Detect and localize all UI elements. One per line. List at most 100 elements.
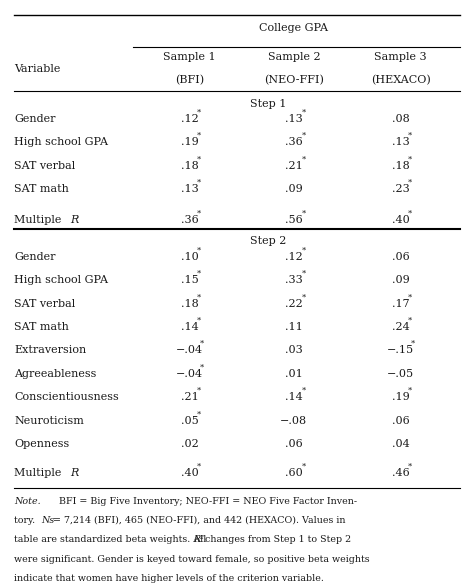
Text: tory.: tory. [14, 516, 38, 525]
Text: .05: .05 [181, 415, 199, 426]
Text: *: * [197, 410, 201, 418]
Text: R: R [70, 214, 78, 225]
Text: College GPA: College GPA [259, 23, 328, 33]
Text: *: * [301, 246, 306, 254]
Text: *: * [408, 132, 412, 140]
Text: *: * [197, 316, 201, 325]
Text: .19: .19 [392, 392, 410, 403]
Text: .02: .02 [181, 439, 199, 449]
Text: R²: R² [193, 535, 204, 544]
Text: Openness: Openness [14, 439, 70, 449]
Text: .22: .22 [285, 298, 303, 309]
Text: Sample 3: Sample 3 [374, 52, 427, 62]
Text: *: * [408, 293, 412, 301]
Text: *: * [200, 340, 204, 348]
Text: = 7,214 (BFI), 465 (NEO-FFI), and 442 (HEXACO). Values in: = 7,214 (BFI), 465 (NEO-FFI), and 442 (H… [50, 516, 346, 525]
Text: (HEXACO): (HEXACO) [371, 76, 430, 86]
Text: *: * [301, 132, 306, 140]
Text: .01: .01 [285, 369, 303, 379]
Text: Gender: Gender [14, 251, 56, 262]
Text: *: * [301, 387, 306, 395]
Text: Sample 2: Sample 2 [267, 52, 320, 62]
Text: *: * [408, 209, 412, 217]
Text: High school GPA: High school GPA [14, 275, 108, 285]
Text: *: * [197, 293, 201, 301]
Text: .14: .14 [181, 322, 199, 332]
Text: (NEO-FFI): (NEO-FFI) [264, 76, 324, 86]
Text: table are standardized beta weights. All: table are standardized beta weights. All [14, 535, 210, 544]
Text: (BFI): (BFI) [175, 76, 204, 86]
Text: .23: .23 [392, 184, 410, 195]
Text: *: * [200, 363, 204, 372]
Text: .60: .60 [285, 468, 303, 479]
Text: Gender: Gender [14, 114, 56, 124]
Text: *: * [408, 316, 412, 325]
Text: *: * [197, 209, 201, 217]
Text: −.08: −.08 [280, 415, 308, 426]
Text: .10: .10 [181, 251, 199, 262]
Text: Ns: Ns [41, 516, 55, 525]
Text: .06: .06 [285, 439, 303, 449]
Text: *: * [197, 387, 201, 395]
Text: .46: .46 [392, 468, 410, 479]
Text: .36: .36 [285, 137, 303, 148]
Text: SAT math: SAT math [14, 184, 69, 195]
Text: High school GPA: High school GPA [14, 137, 108, 148]
Text: Variable: Variable [14, 64, 61, 74]
Text: .12: .12 [285, 251, 303, 262]
Text: .12: .12 [181, 114, 199, 124]
Text: .19: .19 [181, 137, 199, 148]
Text: R: R [70, 468, 78, 479]
Text: were significant. Gender is keyed toward female, so positive beta weights: were significant. Gender is keyed toward… [14, 554, 370, 564]
Text: *: * [301, 293, 306, 301]
Text: *: * [408, 463, 412, 471]
Text: Neuroticism: Neuroticism [14, 415, 84, 426]
Text: indicate that women have higher levels of the criterion variable.: indicate that women have higher levels o… [14, 574, 324, 583]
Text: −.04: −.04 [176, 345, 203, 356]
Text: BFI = Big Five Inventory; NEO-FFI = NEO Five Factor Inven-: BFI = Big Five Inventory; NEO-FFI = NEO … [53, 496, 357, 506]
Text: .13: .13 [181, 184, 199, 195]
Text: Multiple: Multiple [14, 468, 65, 479]
Text: .18: .18 [181, 298, 199, 309]
Text: .56: .56 [285, 214, 303, 225]
Text: .33: .33 [285, 275, 303, 285]
Text: .18: .18 [181, 161, 199, 171]
Text: −.15: −.15 [387, 345, 414, 356]
Text: *: * [408, 387, 412, 395]
Text: .17: .17 [392, 298, 410, 309]
Text: Note.: Note. [14, 496, 41, 506]
Text: .21: .21 [181, 392, 199, 403]
Text: .15: .15 [181, 275, 199, 285]
Text: .09: .09 [392, 275, 410, 285]
Text: *: * [301, 209, 306, 217]
Text: Step 2: Step 2 [250, 236, 286, 247]
Text: SAT math: SAT math [14, 322, 69, 332]
Text: *: * [408, 179, 412, 187]
Text: *: * [197, 155, 201, 163]
Text: SAT verbal: SAT verbal [14, 298, 75, 309]
Text: −.04: −.04 [176, 369, 203, 379]
Text: .40: .40 [181, 468, 199, 479]
Text: −.05: −.05 [387, 369, 414, 379]
Text: Sample 1: Sample 1 [163, 52, 216, 62]
Text: *: * [197, 132, 201, 140]
Text: .24: .24 [392, 322, 410, 332]
Text: .21: .21 [285, 161, 303, 171]
Text: .40: .40 [392, 214, 410, 225]
Text: .13: .13 [392, 137, 410, 148]
Text: Step 1: Step 1 [250, 99, 286, 110]
Text: Extraversion: Extraversion [14, 345, 86, 356]
Text: .36: .36 [181, 214, 199, 225]
Text: Conscientiousness: Conscientiousness [14, 392, 119, 403]
Text: .08: .08 [392, 114, 410, 124]
Text: .13: .13 [285, 114, 303, 124]
Text: .11: .11 [285, 322, 303, 332]
Text: *: * [197, 270, 201, 278]
Text: *: * [197, 179, 201, 187]
Text: .18: .18 [392, 161, 410, 171]
Text: changes from Step 1 to Step 2: changes from Step 1 to Step 2 [202, 535, 351, 544]
Text: Agreeableness: Agreeableness [14, 369, 97, 379]
Text: *: * [301, 108, 306, 117]
Text: *: * [410, 340, 415, 348]
Text: *: * [197, 108, 201, 117]
